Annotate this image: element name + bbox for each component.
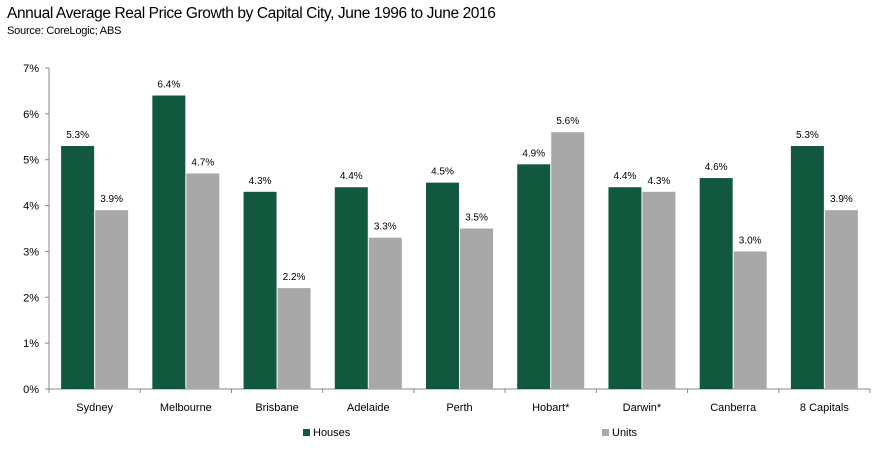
houses-data-label: 5.3%: [66, 130, 89, 141]
units-data-label: 4.7%: [191, 157, 214, 168]
houses-bar: [517, 164, 551, 389]
units-bar: [95, 210, 129, 389]
houses-bar: [699, 178, 733, 389]
houses-data-label: 4.5%: [431, 167, 454, 178]
houses-legend-label: Houses: [313, 427, 351, 439]
units-data-label: 5.6%: [556, 116, 579, 127]
x-category-label: Brisbane: [255, 402, 298, 414]
houses-bar: [243, 191, 277, 389]
units-legend-label: Units: [612, 427, 638, 439]
chart-title: Annual Average Real Price Growth by Capi…: [7, 5, 496, 22]
x-category-label: Adelaide: [347, 402, 390, 414]
houses-data-label: 4.6%: [705, 162, 728, 173]
units-bar: [186, 173, 220, 389]
y-tick-label: 7%: [23, 63, 39, 75]
units-bar: [824, 210, 858, 389]
x-category-label: Perth: [446, 402, 472, 414]
houses-data-label: 4.4%: [614, 171, 637, 182]
houses-data-label: 6.4%: [157, 80, 180, 91]
units-data-label: 3.9%: [100, 194, 123, 205]
units-data-label: 2.2%: [283, 272, 306, 283]
houses-data-label: 4.3%: [249, 176, 272, 187]
units-data-label: 3.5%: [465, 213, 488, 224]
x-category-label: Canberra: [710, 402, 757, 414]
units-bar: [277, 288, 311, 389]
houses-data-label: 5.3%: [796, 130, 819, 141]
units-bar: [642, 191, 676, 389]
houses-bar: [152, 95, 186, 389]
houses-bar: [426, 182, 459, 389]
houses-data-label: 4.4%: [340, 171, 363, 182]
x-category-label: Sydney: [76, 402, 113, 414]
y-tick-label: 3%: [23, 246, 39, 258]
houses-bar: [790, 145, 824, 389]
chart-source: Source: CoreLogic; ABS: [7, 25, 122, 37]
x-category-label: Melbourne: [160, 402, 212, 414]
x-category-label: Hobart*: [532, 402, 570, 414]
units-bar: [460, 228, 493, 389]
houses-bar: [608, 187, 642, 389]
units-data-label: 3.0%: [739, 235, 762, 246]
houses-legend-swatch: [303, 429, 310, 436]
units-data-label: 3.3%: [374, 222, 397, 233]
y-tick-label: 4%: [23, 201, 39, 213]
houses-bar: [334, 187, 368, 389]
y-tick-label: 5%: [23, 155, 39, 167]
x-category-label: Darwin*: [623, 402, 662, 414]
y-tick-label: 0%: [23, 384, 39, 396]
units-data-label: 4.3%: [648, 176, 671, 187]
y-tick-label: 6%: [23, 109, 39, 121]
houses-bar: [61, 145, 95, 389]
y-tick-label: 2%: [23, 292, 39, 304]
x-category-label: 8 Capitals: [800, 402, 849, 414]
units-bar: [733, 251, 767, 389]
houses-data-label: 4.9%: [522, 148, 545, 159]
units-legend-swatch: [602, 429, 609, 436]
y-tick-label: 1%: [23, 338, 39, 350]
units-data-label: 3.9%: [830, 194, 853, 205]
units-bar: [551, 132, 585, 389]
units-bar: [368, 237, 402, 389]
